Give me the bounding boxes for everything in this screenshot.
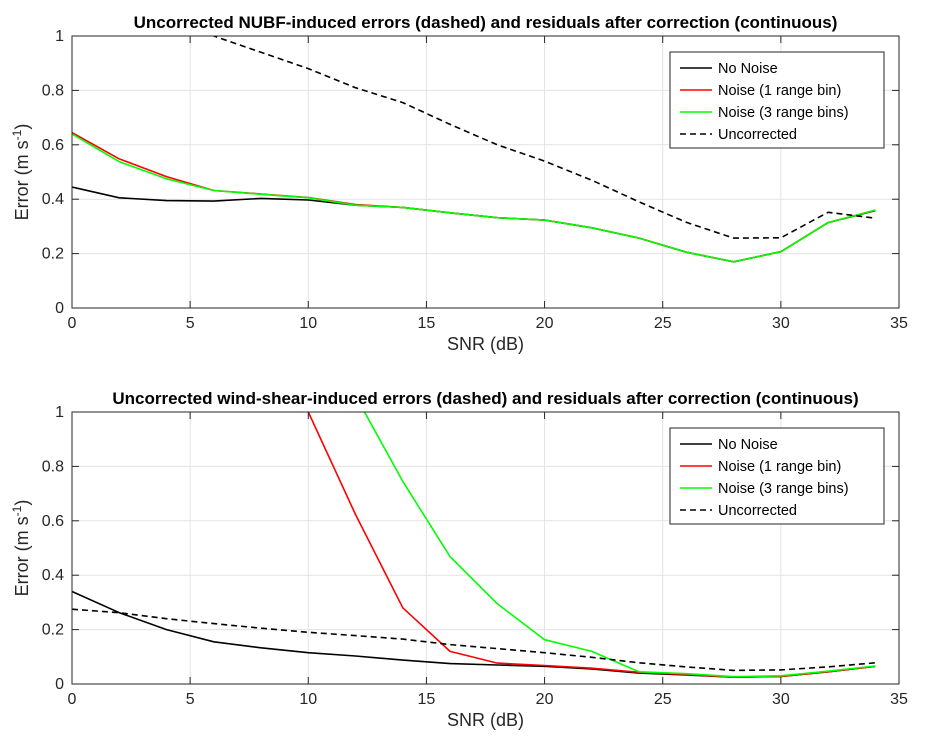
legend-label: No Noise xyxy=(718,61,778,77)
y-tick-label: 0 xyxy=(55,300,64,317)
x-tick-label: 10 xyxy=(299,315,317,332)
x-tick-label: 15 xyxy=(418,315,436,332)
legend-label: Noise (1 range bin) xyxy=(718,83,841,99)
x-tick-label: 20 xyxy=(536,315,554,332)
y-axis-label-main: Error (m s xyxy=(12,140,32,220)
series-line-noise-3-range-bins xyxy=(72,133,876,263)
y-tick-label: 1 xyxy=(55,28,64,45)
axes-box xyxy=(71,35,900,309)
y-tick-label: 0 xyxy=(55,676,64,693)
x-tick-label: 5 xyxy=(186,315,195,332)
y-tick-label: 0.4 xyxy=(42,567,64,584)
legend: No Noise Noise (1 range bin) Noise (3 rang… xyxy=(669,427,885,525)
series-line-uncorrected xyxy=(212,36,876,239)
x-tick-label: 10 xyxy=(299,691,317,708)
x-tick-label: 30 xyxy=(772,315,790,332)
y-axis-label-end: ) xyxy=(12,500,32,506)
y-axis-label: Error (m s-1) xyxy=(10,124,32,221)
y-tick-label: 0.2 xyxy=(42,246,64,263)
y-axis-label: Error (m s-1) xyxy=(10,500,32,597)
legend: No Noise Noise (1 range bin) Noise (3 rang… xyxy=(669,51,885,149)
chart-title: Uncorrected wind-shear-induced errors (d… xyxy=(112,389,858,408)
legend-label: Noise (3 range bins) xyxy=(718,105,849,121)
series-group xyxy=(72,412,876,679)
x-tick-label: 30 xyxy=(772,691,790,708)
x-tick-label: 0 xyxy=(68,315,77,332)
y-tick-label: 0.8 xyxy=(42,82,64,99)
y-axis-label-sup: -1 xyxy=(10,505,24,516)
legend-label: Noise (3 range bins) xyxy=(718,481,849,497)
legend-label: Uncorrected xyxy=(718,127,797,143)
x-tick-label: 0 xyxy=(68,691,77,708)
series-line-uncorrected xyxy=(72,608,876,672)
x-axis-label: SNR (dB) xyxy=(447,710,524,730)
series-line-noise-3-range-bins xyxy=(363,412,876,678)
x-tick-label: 5 xyxy=(186,691,195,708)
y-tick-label: 0.2 xyxy=(42,622,64,639)
chart-title: Uncorrected NUBF-induced errors (dashed)… xyxy=(134,13,838,32)
y-tick-label: 1 xyxy=(55,404,64,421)
x-tick-label: 25 xyxy=(654,315,672,332)
legend-label: Uncorrected xyxy=(718,503,797,519)
legend-label: No Noise xyxy=(718,437,778,453)
y-tick-label: 0.8 xyxy=(42,458,64,475)
x-tick-label: 20 xyxy=(536,691,554,708)
y-axis-label-main: Error (m s xyxy=(12,516,32,596)
x-axis-label: SNR (dB) xyxy=(447,334,524,354)
y-axis-label-sup: -1 xyxy=(10,129,24,140)
chart-panel-2: 0 5 10 15 20 25 30 35 0 0.2 0.4 0.6 0.8 1 Uncorrected … xyxy=(10,389,908,730)
x-tick-label: 35 xyxy=(890,315,908,332)
legend-label: Noise (1 range bin) xyxy=(718,459,841,475)
y-tick-label: 0.4 xyxy=(42,191,64,208)
x-tick-label: 15 xyxy=(418,691,436,708)
y-axis-label-end: ) xyxy=(12,124,32,130)
x-tick-label: 25 xyxy=(654,691,672,708)
y-tick-label: 0.6 xyxy=(42,137,64,154)
series-group xyxy=(72,36,876,263)
axes-box xyxy=(71,411,900,685)
x-tick-label: 35 xyxy=(890,691,908,708)
chart-panel-1: 0 5 10 15 20 25 30 35 0 0.2 0.4 0.6 0.8 1 Uncorrected … xyxy=(10,13,908,354)
y-tick-label: 0.6 xyxy=(42,513,64,530)
